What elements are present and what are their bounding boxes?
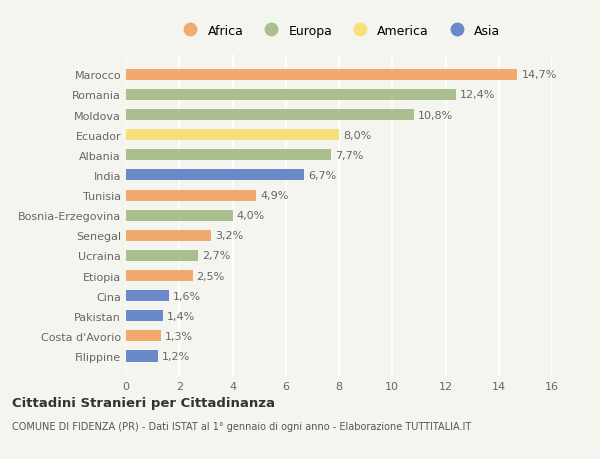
Text: COMUNE DI FIDENZA (PR) - Dati ISTAT al 1° gennaio di ogni anno - Elaborazione TU: COMUNE DI FIDENZA (PR) - Dati ISTAT al 1… — [12, 421, 471, 431]
Text: 10,8%: 10,8% — [418, 110, 453, 120]
Bar — [126, 230, 211, 241]
Text: 2,7%: 2,7% — [202, 251, 230, 261]
Bar — [126, 351, 158, 362]
Text: 1,6%: 1,6% — [173, 291, 201, 301]
Bar — [126, 130, 339, 141]
Text: 4,9%: 4,9% — [260, 190, 289, 201]
Text: Cittadini Stranieri per Cittadinanza: Cittadini Stranieri per Cittadinanza — [12, 396, 275, 409]
Bar — [126, 311, 163, 322]
Text: 1,2%: 1,2% — [162, 351, 190, 361]
Text: 4,0%: 4,0% — [236, 211, 265, 221]
Text: 1,3%: 1,3% — [164, 331, 193, 341]
Text: 2,5%: 2,5% — [197, 271, 225, 281]
Bar — [126, 110, 413, 121]
Bar — [126, 70, 517, 81]
Text: 3,2%: 3,2% — [215, 231, 244, 241]
Bar — [126, 250, 198, 262]
Bar — [126, 210, 233, 221]
Bar — [126, 330, 161, 341]
Bar — [126, 150, 331, 161]
Bar — [126, 270, 193, 281]
Bar — [126, 190, 256, 201]
Text: 14,7%: 14,7% — [521, 70, 557, 80]
Bar — [126, 90, 456, 101]
Text: 7,7%: 7,7% — [335, 151, 364, 161]
Bar — [126, 170, 304, 181]
Text: 12,4%: 12,4% — [460, 90, 496, 100]
Bar — [126, 291, 169, 302]
Text: 1,4%: 1,4% — [167, 311, 196, 321]
Legend: Africa, Europa, America, Asia: Africa, Europa, America, Asia — [173, 20, 505, 43]
Text: 8,0%: 8,0% — [343, 130, 371, 140]
Text: 6,7%: 6,7% — [308, 171, 337, 180]
